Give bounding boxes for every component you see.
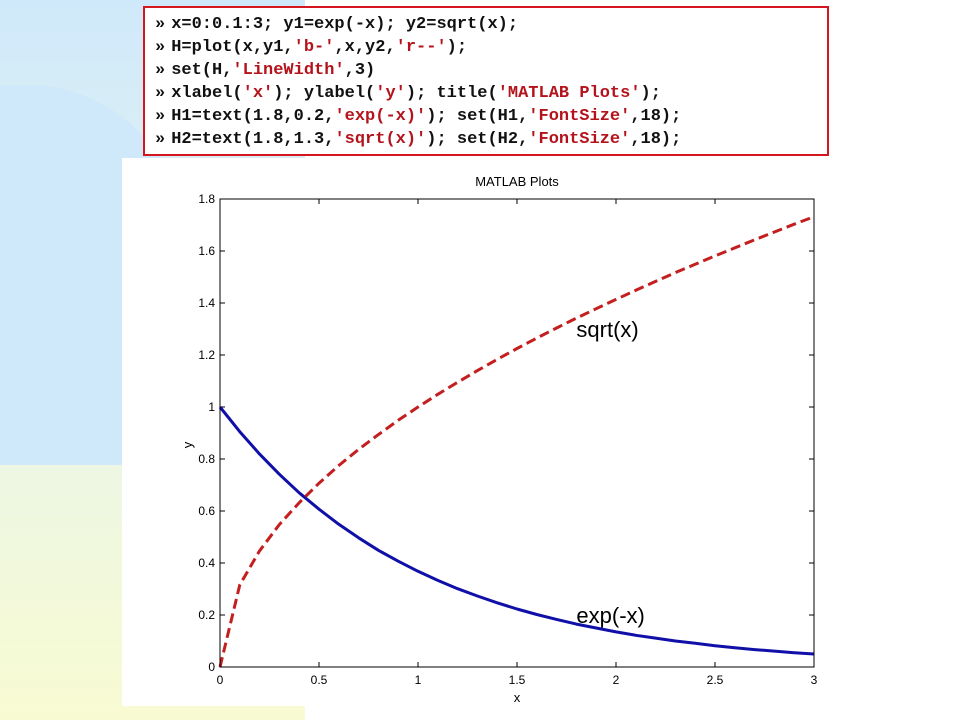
code-string: 'LineWidth' [232, 61, 345, 80]
code-line: » H1=text(1.8,0.2,'exp(-x)'); set(H1,'Fon… [155, 106, 681, 128]
code-text: ); ylabel( [273, 84, 376, 103]
x-tick-label: 2 [613, 673, 620, 687]
code-text: ); [640, 84, 661, 103]
code-string: 'MATLAB Plots' [497, 84, 641, 103]
code-text: xlabel( [171, 84, 243, 103]
x-tick-label: 2.5 [707, 673, 724, 687]
code-text: ,18); [630, 107, 682, 126]
x-tick-label: 3 [811, 673, 818, 687]
code-text: set(H, [171, 61, 233, 80]
code-line: » x=0:0.1:3; y1=exp(-x); y2=sqrt(x); [155, 14, 518, 36]
axes-frame [219, 198, 815, 668]
chart-title: MATLAB Plots [475, 174, 559, 189]
y-tick-label: 0 [208, 660, 215, 674]
y-tick-label: 0.6 [198, 504, 215, 518]
code-text: ,18); [630, 130, 682, 149]
code-string: 'y' [375, 84, 406, 103]
x-tick-label: 1.5 [509, 673, 526, 687]
code-text: x=0:0.1:3; y1=exp(-x); y2=sqrt(x); [171, 15, 519, 34]
line-chart: MATLAB Plots 00.20.40.60.811.21.41.61.8 … [180, 174, 818, 705]
code-string: 'b-' [293, 38, 335, 57]
x-axis-label: x [514, 690, 521, 705]
code-text: H2=text(1.8,1.3, [171, 130, 335, 149]
y-tick-label: 0.8 [198, 452, 215, 466]
code-string: 'exp(-x)' [334, 107, 427, 126]
y-tick-label: 1.6 [198, 244, 215, 258]
y-axis-label: y [180, 441, 195, 448]
y-tick-label: 1 [208, 400, 215, 414]
x-tick-label: 1 [415, 673, 422, 687]
prompt-symbol: » [155, 107, 166, 126]
code-block: » x=0:0.1:3; y1=exp(-x); y2=sqrt(x); » H=pl… [143, 6, 829, 156]
code-line: » set(H,'LineWidth',3) [155, 60, 375, 82]
prompt-symbol: » [155, 84, 166, 103]
prompt-symbol: » [155, 61, 166, 80]
code-string: 'x' [242, 84, 274, 103]
y-tick-label: 0.4 [198, 556, 215, 570]
code-text: ,x,y2, [334, 38, 396, 57]
y-tick-label: 1.2 [198, 348, 215, 362]
x-tick-label: 0.5 [311, 673, 328, 687]
prompt-symbol: » [155, 130, 166, 149]
code-string: 'FontSize' [528, 130, 631, 149]
y-tick-label: 1.8 [198, 192, 215, 206]
code-text: ); set(H1, [426, 107, 529, 126]
code-text: ); title( [405, 84, 498, 103]
y-tick-label: 0.2 [198, 608, 215, 622]
series-line-sqrt [218, 215, 815, 668]
code-text: ,3) [344, 61, 376, 80]
prompt-symbol: » [155, 38, 166, 57]
code-line: » H=plot(x,y1,'b-',x,y2,'r--'); [155, 37, 467, 59]
chart-annotation: exp(-x) [576, 603, 644, 628]
code-string: 'FontSize' [528, 107, 631, 126]
code-string: 'sqrt(x)' [334, 130, 427, 149]
code-text: H1=text(1.8,0.2, [171, 107, 335, 126]
code-text: ); [446, 38, 468, 57]
code-line: » H2=text(1.8,1.3,'sqrt(x)'); set(H2,'Fon… [155, 129, 681, 151]
x-tick-label: 0 [217, 673, 224, 687]
y-tick-label: 1.4 [198, 296, 215, 310]
code-line: » xlabel('x'); ylabel('y'); title('MATLAB… [155, 83, 661, 105]
chart-annotation: sqrt(x) [576, 317, 638, 342]
code-string: 'r--' [395, 38, 447, 57]
code-text: H=plot(x,y1, [171, 38, 294, 57]
code-text: ); set(H2, [426, 130, 529, 149]
prompt-symbol: » [155, 15, 166, 34]
series-line-exp [218, 406, 815, 656]
